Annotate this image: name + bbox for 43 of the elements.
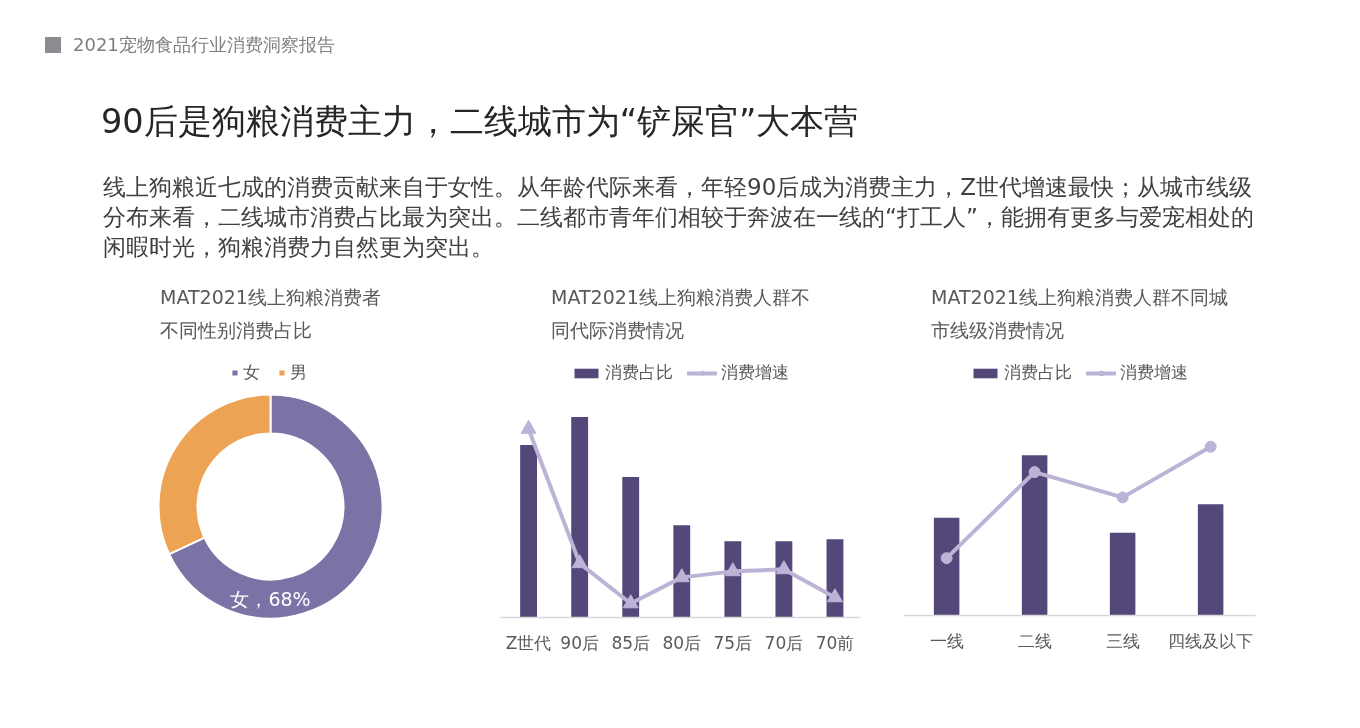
point <box>724 562 741 577</box>
x-tick-label: 85后 <box>611 632 651 653</box>
point <box>622 594 639 609</box>
legend-label: 男 <box>290 361 308 384</box>
legend-label: 消费占比 <box>605 361 673 384</box>
legend-label: 消费增速 <box>721 361 789 384</box>
bar <box>1197 504 1224 616</box>
bar <box>520 444 538 618</box>
point <box>940 552 953 565</box>
x-tick-label: 75后 <box>713 632 753 653</box>
x-tick-label: 90后 <box>560 632 599 653</box>
legend-label: 消费占比 <box>1004 361 1072 384</box>
point <box>673 568 690 583</box>
data-label: 女，68% <box>230 588 311 610</box>
bar <box>1021 455 1048 616</box>
x-tick-label: 70前 <box>815 632 855 653</box>
point <box>1204 440 1217 453</box>
point <box>1028 466 1041 479</box>
x-tick-label: 四线及以下 <box>1168 630 1254 651</box>
point <box>826 588 843 603</box>
bar <box>933 517 960 616</box>
bar <box>571 416 589 618</box>
chart-title: MAT2021线上狗粮消费者不同性别消费占比 <box>160 285 381 341</box>
chart-title: MAT2021线上狗粮消费人群不同城市线级消费情况 <box>931 285 1228 341</box>
x-tick-label: 80后 <box>662 632 702 653</box>
bar <box>1109 532 1136 616</box>
point <box>775 560 792 575</box>
bar <box>622 477 640 618</box>
x-tick-label: 70后 <box>764 632 804 653</box>
x-tick-label: 二线 <box>1017 630 1052 651</box>
point <box>571 554 588 569</box>
text: 线上狗粮近七成的消费贡献来自于女性。从年龄代际来看，年轻90后成为消费主力，Z世代增速最快；从城市线级分布来看，二线城市消费占比最为突出。二线都市青年们相较于奔波在一线的“打工人”，能拥有更多与爱宠相处的闲暇时光，狗粮消费力自然更为突出。 <box>103 173 1255 262</box>
legend-label: 女 <box>243 361 261 384</box>
legend-label: 消费增速 <box>1120 361 1188 384</box>
text: 90后是狗粮消费主力，二线城市为“铲屎官”大本营 <box>101 101 859 143</box>
x-tick-label: Z世代 <box>505 632 552 653</box>
point <box>1116 491 1129 504</box>
x-tick-label: 一线 <box>929 630 964 651</box>
x-tick-label: 三线 <box>1105 630 1140 651</box>
text: 2021宠物食品行业消费洞察报告 <box>73 34 335 55</box>
bar <box>673 525 691 618</box>
chart-title: MAT2021线上狗粮消费人群不同代际消费情况 <box>551 285 810 341</box>
point <box>520 419 537 434</box>
